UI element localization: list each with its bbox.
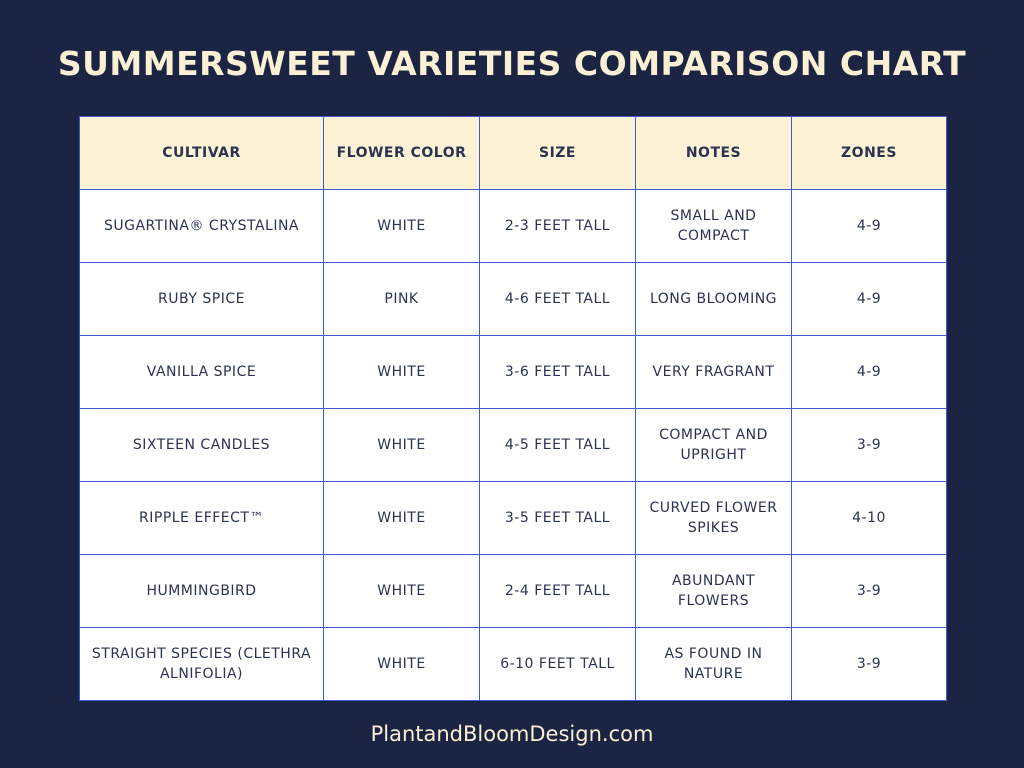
table-cell: 6-10 FEET TALL (479, 627, 636, 701)
header-cell: ZONES (791, 116, 947, 190)
header-cell: FLOWER COLOR (323, 116, 480, 190)
table-row: HUMMINGBIRD WHITE 2-4 FEET TALL ABUNDANT FL… (79, 554, 947, 628)
table-cell: 2-3 FEET TALL (479, 189, 636, 263)
table-cell: SMALL AND COMPACT (635, 189, 792, 263)
table-cell: PINK (323, 262, 480, 336)
table-cell: SUGARTINA® CRYSTALINA (79, 189, 324, 263)
table-body: SUGARTINA® CRYSTALINA WHITE 2-3 FEET TALL S… (79, 189, 947, 701)
table-cell: WHITE (323, 481, 480, 555)
table-cell: VANILLA SPICE (79, 335, 324, 409)
table-cell: RUBY SPICE (79, 262, 324, 336)
header-cell: CULTIVAR (79, 116, 324, 190)
table-cell: RIPPLE EFFECT™ (79, 481, 324, 555)
table-cell: 3-9 (791, 627, 947, 701)
table-cell: 4-9 (791, 189, 947, 263)
table-cell: STRAIGHT SPECIES (CLETHRA ALNIFOLIA) (79, 627, 324, 701)
header-row: CULTIVAR FLOWER COLOR SIZE NOTES ZONES (79, 116, 947, 190)
table-cell: 3-9 (791, 408, 947, 482)
table: CULTIVAR FLOWER COLOR SIZE NOTES ZONES SUGAR… (79, 116, 947, 701)
table-cell: WHITE (323, 335, 480, 409)
table-cell: 3-9 (791, 554, 947, 628)
table-cell: 4-9 (791, 335, 947, 409)
table-cell: AS FOUND IN NATURE (635, 627, 792, 701)
table-cell: LONG BLOOMING (635, 262, 792, 336)
table-cell: 3-6 FEET TALL (479, 335, 636, 409)
title: SUMMERSWEET VARIETIES COMPARISON CHART (57, 44, 967, 83)
table-cell: COMPACT AND UPRIGHT (635, 408, 792, 482)
table-row: SUGARTINA® CRYSTALINA WHITE 2-3 FEET TALL S… (79, 189, 947, 263)
table-row: SIXTEEN CANDLES WHITE 4-5 FEET TALL COMPACT… (79, 408, 947, 482)
table-cell: 4-10 (791, 481, 947, 555)
header-cell: NOTES (635, 116, 792, 190)
footer: PlantandBloomDesign.com (370, 722, 654, 746)
header-cell: SIZE (479, 116, 636, 190)
table-cell: 2-4 FEET TALL (479, 554, 636, 628)
table-cell: SIXTEEN CANDLES (79, 408, 324, 482)
table-row: RIPPLE EFFECT™ WHITE 3-5 FEET TALL CURVED F… (79, 481, 947, 555)
table-cell: WHITE (323, 554, 480, 628)
table-cell: WHITE (323, 189, 480, 263)
table-cell: 4-9 (791, 262, 947, 336)
table-row: VANILLA SPICE WHITE 3-6 FEET TALL VERY FRAG… (79, 335, 947, 409)
table-cell: CURVED FLOWER SPIKES (635, 481, 792, 555)
table-row: STRAIGHT SPECIES (CLETHRA ALNIFOLIA) WHIT… (79, 627, 947, 701)
table-row: RUBY SPICE PINK 4-6 FEET TALL LONG BLOOMING… (79, 262, 947, 336)
table-cell: WHITE (323, 627, 480, 701)
table-cell: WHITE (323, 408, 480, 482)
table-cell: 4-6 FEET TALL (479, 262, 636, 336)
table-cell: 3-5 FEET TALL (479, 481, 636, 555)
table-cell: HUMMINGBIRD (79, 554, 324, 628)
table-cell: ABUNDANT FLOWERS (635, 554, 792, 628)
table-cell: 4-5 FEET TALL (479, 408, 636, 482)
table-cell: VERY FRAGRANT (635, 335, 792, 409)
